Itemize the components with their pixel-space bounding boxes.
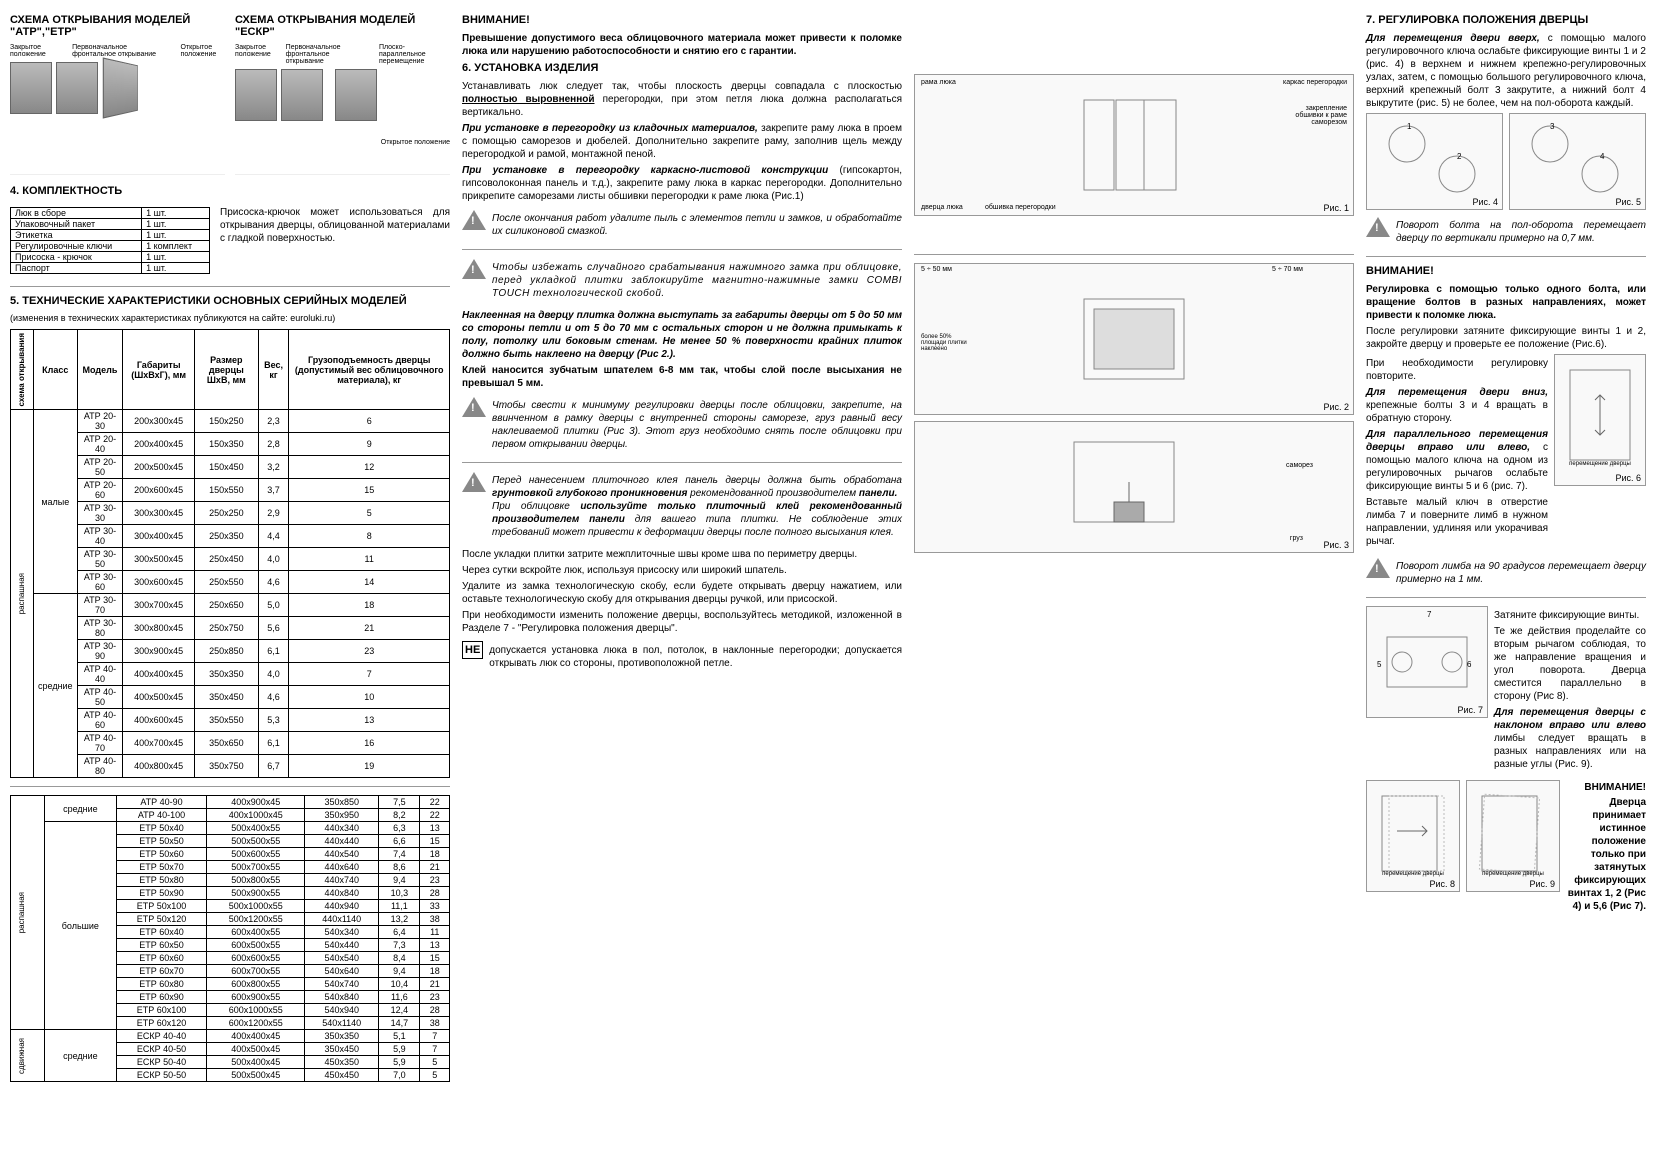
fig6: перемещение дверцы Рис. 6 bbox=[1554, 354, 1646, 486]
notice: После окончания работ удалите пыль с эле… bbox=[462, 209, 902, 241]
notice: Чтобы избежать случайного срабатывания н… bbox=[462, 258, 902, 303]
fig7: 756 Рис. 7 bbox=[1366, 606, 1488, 718]
p: Удалите из замка технологическую скобу, … bbox=[462, 580, 902, 606]
fig5: 34Рис. 5 bbox=[1509, 113, 1646, 210]
notice-text: Перед нанесением плиточного клея панель … bbox=[492, 474, 902, 539]
p: Для перемещения дверцы с наклоном вправо… bbox=[1494, 706, 1646, 771]
attention-title: ВНИМАНИЕ! bbox=[1366, 265, 1646, 277]
fig4: 12Рис. 4 bbox=[1366, 113, 1503, 210]
warning-icon bbox=[462, 209, 486, 231]
notice-text: Чтобы избежать случайного срабатывания н… bbox=[492, 261, 902, 300]
p: При необходимости регулировку повторите. bbox=[1366, 357, 1548, 383]
notice: Поворот лимба на 90 градусов перемещает … bbox=[1366, 557, 1646, 589]
notice-text: Чтобы свести к минимуму регулировки двер… bbox=[492, 399, 902, 451]
fig2: 5 ÷ 50 мм 5 ÷ 70 мм более 50% площади пл… bbox=[914, 263, 1354, 415]
warning-icon bbox=[462, 396, 486, 418]
p: После укладки плитки затрите межплиточны… bbox=[462, 548, 902, 561]
ne-notice: НЕ допускается установка люка в пол, пот… bbox=[462, 641, 902, 673]
spec-table-1: схема открыванияКлассМодельГабариты (ШхВ… bbox=[10, 329, 450, 778]
p: Наклеенная на дверцу плитка должна высту… bbox=[462, 309, 902, 361]
fig9: перемещение дверцы Рис. 9 bbox=[1466, 780, 1560, 892]
notice-text: допускается установка люка в пол, потоло… bbox=[489, 644, 902, 670]
label: Открытое положение bbox=[235, 139, 450, 146]
attention2-text: Дверца принимает истинное положение толь… bbox=[1566, 796, 1646, 913]
warning-icon bbox=[462, 258, 486, 280]
scheme1-title: СХЕМА ОТКРЫВАНИЯ МОДЕЛЕЙ "АТР","ЕТР" bbox=[10, 14, 225, 38]
section5-sub: (изменения в технических характеристиках… bbox=[10, 313, 450, 323]
p: При необходимости изменить положение две… bbox=[462, 609, 902, 635]
spec-table-2: распашнаясредниеАТР 40-90400х900х45350х8… bbox=[10, 795, 450, 1082]
p: Устанавливать люк следует так, чтобы пло… bbox=[462, 80, 902, 119]
notice: Поворот болта на пол-оборота перемещает … bbox=[1366, 216, 1646, 248]
label: Открытое положение bbox=[181, 44, 225, 58]
label: Первоначальное фронтальное открывание bbox=[286, 44, 369, 65]
p: Вставьте малый ключ в отверстие лимба 7 … bbox=[1366, 496, 1548, 548]
section6-title: 6. УСТАНОВКА ИЗДЕЛИЯ bbox=[462, 62, 902, 74]
fig8: перемещение дверцы Рис. 8 bbox=[1366, 780, 1460, 892]
p: Для параллельного перемещения дверцы впр… bbox=[1366, 428, 1548, 493]
suction-note: Присоска-крючок может использоваться для… bbox=[220, 206, 450, 275]
notice-text: Поворот лимба на 90 градусов перемещает … bbox=[1396, 560, 1646, 586]
section4-title: 4. КОМПЛЕКТНОСТЬ bbox=[10, 185, 450, 197]
p: Через сутки вскройте люк, используя прис… bbox=[462, 564, 902, 577]
warning-icon bbox=[1366, 557, 1390, 579]
svg-text:1: 1 bbox=[1407, 122, 1412, 131]
notice: Перед нанесением плиточного клея панель … bbox=[462, 471, 902, 542]
p: Регулировка с помощью только одного болт… bbox=[1366, 283, 1646, 322]
warning-icon bbox=[462, 471, 486, 493]
fig3: саморез груз Рис. 3 bbox=[914, 421, 1354, 553]
scheme1-diagram: Закрытое положение Первоначальное фронта… bbox=[10, 44, 225, 175]
p: Для перемещения двери вверх, с помощью м… bbox=[1366, 32, 1646, 110]
ne-icon: НЕ bbox=[462, 641, 483, 659]
label: Плоско-параллельное перемещение bbox=[379, 44, 450, 65]
p: Для перемещения двери вниз, крепежные бо… bbox=[1366, 386, 1548, 425]
scheme2-title: СХЕМА ОТКРЫВАНИЯ МОДЕЛЕЙ "ЕСКР" bbox=[235, 14, 450, 38]
svg-text:7: 7 bbox=[1427, 610, 1432, 619]
label: Первоначальное фронтальное открывание bbox=[72, 44, 162, 58]
section7-title: 7. РЕГУЛИРОВКА ПОЛОЖЕНИЯ ДВЕРЦЫ bbox=[1366, 14, 1646, 26]
attention-title: ВНИМАНИЕ! bbox=[462, 14, 902, 26]
p: Клей наносится зубчатым шпателем 6-8 мм … bbox=[462, 364, 902, 390]
attention2-title: ВНИМАНИЕ! bbox=[1566, 782, 1646, 793]
svg-text:4: 4 bbox=[1600, 152, 1605, 161]
label: Закрытое положение bbox=[235, 44, 276, 65]
svg-text:5: 5 bbox=[1377, 660, 1382, 669]
attention-text: Превышение допустимого веса облицовочног… bbox=[462, 32, 902, 58]
notice-text: После окончания работ удалите пыль с эле… bbox=[492, 212, 902, 238]
svg-text:6: 6 bbox=[1467, 660, 1472, 669]
notice-text: Поворот болта на пол-оборота перемещает … bbox=[1396, 219, 1646, 245]
p: После регулировки затяните фиксирующие в… bbox=[1366, 325, 1646, 351]
kit-table: Люк в сборе1 шт.Упаковочный пакет1 шт.Эт… bbox=[10, 207, 210, 274]
p: Затяните фиксирующие винты. bbox=[1494, 609, 1646, 622]
svg-text:3: 3 bbox=[1550, 122, 1555, 131]
label: Закрытое положение bbox=[10, 44, 54, 58]
p: Те же действия проделайте со вторым рыча… bbox=[1494, 625, 1646, 703]
p: При установке в перегородку из кладочных… bbox=[462, 122, 902, 161]
scheme2-diagram: Закрытое положение Первоначальное фронта… bbox=[235, 44, 450, 175]
fig1: рама люка каркас перегородки закрепление… bbox=[914, 74, 1354, 216]
warning-icon bbox=[1366, 216, 1390, 238]
section5-title: 5. ТЕХНИЧЕСКИЕ ХАРАКТЕРИСТИКИ ОСНОВНЫХ С… bbox=[10, 295, 450, 307]
p: При установке в перегородку каркасно-лис… bbox=[462, 164, 902, 203]
svg-text:2: 2 bbox=[1457, 152, 1462, 161]
notice: Чтобы свести к минимуму регулировки двер… bbox=[462, 396, 902, 454]
